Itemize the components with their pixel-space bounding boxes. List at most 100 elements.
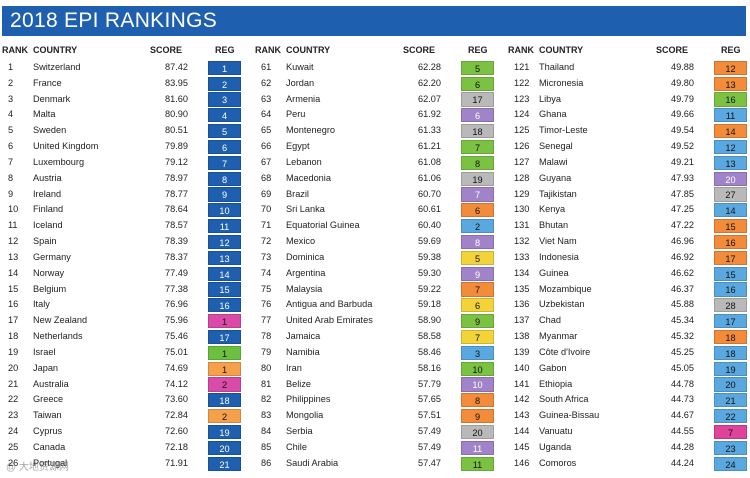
rank-cell: 23 [8, 410, 19, 421]
country-cell: Macedonia [286, 172, 331, 183]
score-cell: 49.79 [671, 93, 694, 104]
region-badge: 18 [208, 393, 241, 408]
rank-cell: 81 [261, 378, 272, 389]
region-badge: 17 [461, 92, 494, 107]
rank-cell: 25 [8, 441, 19, 452]
table-row: 78 Jamaica 58.58 7 [253, 329, 497, 345]
country-cell: Kenya [539, 204, 566, 215]
table-row: 125 Timor-Leste 49.54 14 [506, 123, 750, 139]
table-row: 132 Viet Nam 46.96 16 [506, 234, 750, 250]
region-badge: 5 [461, 250, 494, 265]
region-badge: 16 [208, 298, 241, 313]
rank-cell: 15 [8, 283, 19, 294]
table-row: 129 Tajikistan 47.85 27 [506, 187, 750, 203]
score-cell: 79.89 [165, 141, 188, 152]
table-header: RANK COUNTRY SCORE REG [0, 40, 244, 60]
country-cell: Iran [286, 362, 302, 373]
country-cell: South Africa [539, 394, 589, 405]
rank-cell: 123 [514, 93, 530, 104]
country-cell: New Zealand [33, 315, 88, 326]
rank-cell: 18 [8, 331, 19, 342]
table-row: 16 Italy 76.96 16 [0, 297, 244, 313]
rank-cell: 12 [8, 236, 19, 247]
table-row: 121 Thailand 49.88 12 [506, 60, 750, 76]
rank-cell: 62 [261, 77, 272, 88]
country-cell: Netherlands [33, 331, 83, 342]
score-cell: 81.60 [165, 93, 188, 104]
rank-cell: 2 [8, 77, 14, 88]
region-badge: 13 [208, 250, 241, 265]
score-cell: 47.85 [671, 188, 694, 199]
rank-cell: 6 [8, 141, 14, 152]
region-badge: 1 [208, 345, 241, 360]
table-row: 5 Sweden 80.51 5 [0, 123, 244, 139]
rank-cell: 13 [8, 251, 19, 262]
rank-cell: 71 [261, 220, 272, 231]
score-cell: 76.96 [165, 299, 188, 310]
score-cell: 61.06 [418, 172, 441, 183]
score-cell: 78.97 [165, 172, 188, 183]
country-cell: Brazil [286, 188, 309, 199]
country-cell: Sri Lanka [286, 204, 325, 215]
header-rank: RANK [255, 45, 281, 55]
table-row: 25 Canada 72.18 20 [0, 440, 244, 456]
table-row: 2 France 83.95 2 [0, 76, 244, 92]
score-cell: 72.84 [165, 410, 188, 421]
region-badge: 22 [714, 409, 747, 424]
country-cell: Canada [33, 441, 66, 452]
country-cell: Malaysia [286, 283, 323, 294]
rank-cell: 16 [8, 299, 19, 310]
score-cell: 74.12 [165, 378, 188, 389]
page-title: 2018 EPI RANKINGS [2, 6, 746, 36]
ranking-panel-2: RANK COUNTRY SCORE REG 61 Kuwait 62.28 5 62 J… [253, 40, 497, 472]
region-badge: 7 [714, 424, 747, 440]
table-row: 77 United Arab Emirates 58.90 9 [253, 313, 497, 329]
country-cell: Ghana [539, 109, 567, 120]
country-cell: Jordan [286, 77, 315, 88]
region-badge: 15 [208, 282, 241, 297]
region-badge: 14 [714, 203, 747, 218]
country-cell: Guyana [539, 172, 572, 183]
score-cell: 59.38 [418, 251, 441, 262]
table-row: 85 Chile 57.49 11 [253, 440, 497, 456]
table-row: 126 Senegal 49.52 12 [506, 139, 750, 155]
region-badge: 7 [461, 282, 494, 297]
country-cell: Bhutan [539, 220, 569, 231]
country-cell: Vanuatu [539, 426, 573, 437]
rank-cell: 137 [514, 315, 530, 326]
country-cell: Uzbekistan [539, 299, 585, 310]
score-cell: 61.21 [418, 141, 441, 152]
header-reg: REG [215, 45, 235, 55]
table-row: 135 Mozambique 46.37 16 [506, 282, 750, 298]
score-cell: 59.69 [418, 236, 441, 247]
country-cell: Guinea-Bissau [539, 410, 600, 421]
rank-cell: 74 [261, 267, 272, 278]
score-cell: 44.24 [671, 457, 694, 468]
region-badge: 14 [208, 266, 241, 281]
score-cell: 49.66 [671, 109, 694, 120]
region-badge: 8 [461, 155, 494, 170]
country-cell: Viet Nam [539, 236, 577, 247]
header-country: COUNTRY [539, 45, 584, 55]
rank-cell: 83 [261, 410, 272, 421]
country-cell: Malta [33, 109, 56, 120]
region-badge: 17 [714, 250, 747, 265]
table-row: 70 Sri Lanka 60.61 6 [253, 202, 497, 218]
score-cell: 58.90 [418, 315, 441, 326]
country-cell: Micronesia [539, 77, 584, 88]
region-badge: 10 [461, 361, 494, 376]
score-cell: 78.39 [165, 236, 188, 247]
rank-cell: 65 [261, 125, 272, 136]
region-badge: 24 [714, 456, 747, 471]
score-cell: 45.88 [671, 299, 694, 310]
region-badge: 11 [461, 456, 494, 471]
table-row: 145 Uganda 44.28 23 [506, 440, 750, 456]
rank-cell: 131 [514, 220, 530, 231]
region-badge: 16 [714, 234, 747, 250]
table-row: 69 Brazil 60.70 7 [253, 187, 497, 203]
table-row: 136 Uzbekistan 45.88 28 [506, 297, 750, 313]
table-header: RANK COUNTRY SCORE REG [253, 40, 497, 60]
region-badge: 17 [208, 329, 241, 345]
score-cell: 44.73 [671, 394, 694, 405]
rank-cell: 79 [261, 346, 272, 357]
